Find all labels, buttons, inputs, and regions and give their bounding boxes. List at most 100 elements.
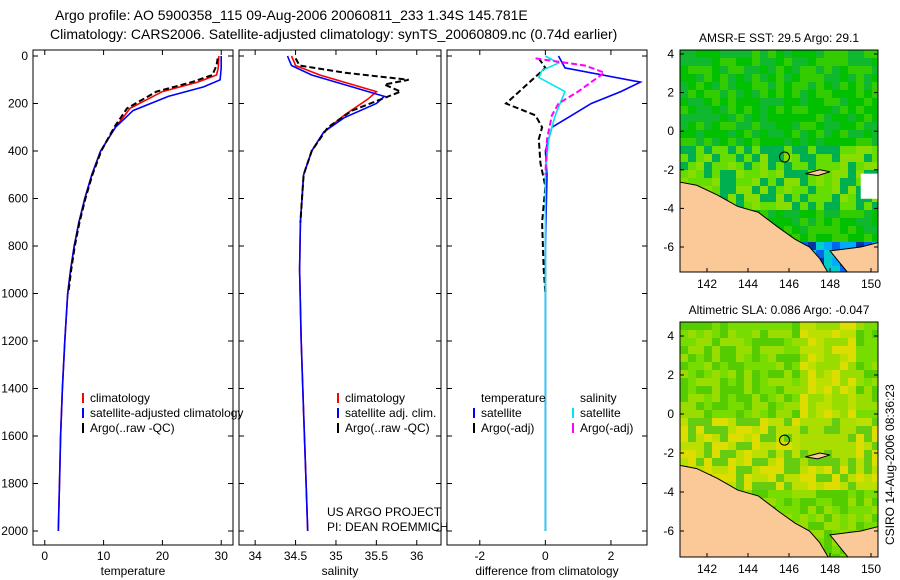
map-cell (824, 266, 832, 272)
map-cell (864, 74, 872, 82)
map-cell (808, 82, 816, 90)
map-cell (704, 450, 712, 458)
map-cell (696, 410, 704, 418)
map-cell (704, 402, 712, 410)
map-cell (752, 114, 760, 122)
map-cell (840, 450, 848, 458)
map-cell (856, 74, 864, 82)
map-cell (872, 362, 878, 370)
map-cell (800, 98, 808, 106)
map-cell (808, 506, 816, 514)
map-cell (848, 450, 856, 458)
map-cell (696, 386, 704, 394)
map-cell (792, 114, 800, 122)
map-cell (768, 98, 776, 106)
x-tick-label: 34.5 (284, 549, 308, 563)
map-cell (792, 154, 800, 162)
map-cell (760, 170, 768, 178)
map-cell (712, 354, 720, 362)
map-x-tick-label: 150 (861, 277, 881, 291)
map-y-tick-label: -6 (663, 524, 674, 538)
map-cell (744, 354, 752, 362)
map-y-tick-label: 0 (667, 407, 674, 421)
map-cell (808, 418, 816, 426)
map-cell (848, 74, 856, 82)
map-cell (744, 426, 752, 434)
map-cell (792, 506, 800, 514)
map-cell (728, 458, 736, 466)
map-cell (808, 442, 816, 450)
map-cell (832, 122, 840, 130)
map-cell (856, 186, 864, 194)
map-cell (840, 186, 848, 194)
map-cell (680, 154, 688, 162)
map-cell (720, 330, 728, 338)
map-cell (760, 450, 768, 458)
map-cell (712, 362, 720, 370)
map-cell (720, 146, 728, 154)
map-cell (760, 458, 768, 466)
map-cell (840, 114, 848, 122)
map-cell (824, 130, 832, 138)
map-cell (704, 74, 712, 82)
map-cell (712, 154, 720, 162)
map-cell (840, 354, 848, 362)
map-cell (760, 386, 768, 394)
map-cell (728, 162, 736, 170)
map-cell (736, 114, 744, 122)
map-cell (840, 66, 848, 74)
land-new-britain (829, 526, 878, 557)
map-cell (712, 394, 720, 402)
map-cell (704, 466, 712, 474)
map-cell (816, 202, 824, 210)
map-cell (744, 66, 752, 74)
map-cell (712, 106, 720, 114)
map-cell (720, 186, 728, 194)
map-field (680, 50, 878, 272)
map-cell (816, 466, 824, 474)
map-cell (704, 442, 712, 450)
map-cell (760, 346, 768, 354)
map-cell (840, 466, 848, 474)
map-cell (840, 482, 848, 490)
map-cell (872, 202, 878, 210)
map-cell (864, 466, 872, 474)
map-cell (832, 354, 840, 362)
map-cell (680, 386, 688, 394)
map-cell (720, 178, 728, 186)
map-cell (832, 418, 840, 426)
map-cell (712, 82, 720, 90)
map-cell (784, 98, 792, 106)
map-cell (848, 410, 856, 418)
map-cell (816, 178, 824, 186)
map-cell (816, 234, 824, 242)
map-cell (824, 506, 832, 514)
map-cell (800, 338, 808, 346)
map-cell (848, 218, 856, 226)
map-cell (800, 162, 808, 170)
map-cell (768, 162, 776, 170)
map-cell (680, 418, 688, 426)
map-cell (744, 482, 752, 490)
map-cell (728, 154, 736, 162)
map-cell (760, 354, 768, 362)
map-cell (856, 522, 864, 530)
map-cell (824, 482, 832, 490)
map-cell (856, 474, 864, 482)
x-tick-label: 0 (542, 549, 549, 563)
map-cell (824, 426, 832, 434)
y-tick-label: 0 (21, 49, 28, 63)
map-cell (800, 322, 808, 330)
map-cell (824, 122, 832, 130)
map-y-tick-label: 4 (667, 329, 674, 343)
map-cell (872, 82, 878, 90)
map-cell (768, 450, 776, 458)
map-cell (800, 154, 808, 162)
map-cell (752, 386, 760, 394)
map-cell (728, 66, 736, 74)
map-cell (816, 106, 824, 114)
map-cell (792, 442, 800, 450)
map-cell (736, 202, 744, 210)
map-cell (696, 442, 704, 450)
map-cell (680, 146, 688, 154)
